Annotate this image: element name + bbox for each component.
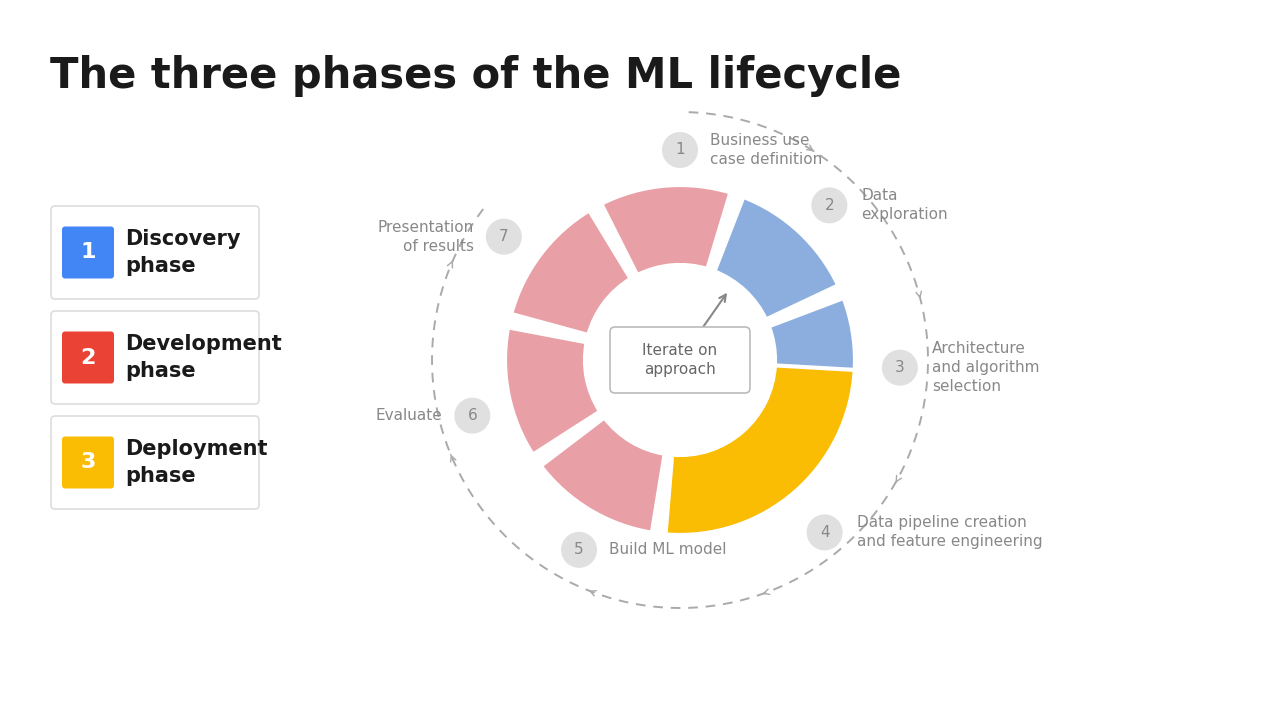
Circle shape: [882, 350, 918, 386]
FancyBboxPatch shape: [51, 311, 259, 404]
Text: Data
exploration: Data exploration: [861, 188, 948, 222]
Text: 3: 3: [895, 360, 905, 375]
FancyBboxPatch shape: [611, 327, 750, 393]
Text: Architecture
and algorithm
selection: Architecture and algorithm selection: [932, 341, 1039, 395]
Wedge shape: [666, 365, 855, 535]
FancyBboxPatch shape: [51, 206, 259, 299]
Circle shape: [806, 514, 842, 550]
Text: 1: 1: [81, 243, 96, 263]
Text: 2: 2: [81, 348, 96, 367]
FancyBboxPatch shape: [61, 227, 114, 279]
Circle shape: [486, 219, 522, 255]
FancyBboxPatch shape: [61, 436, 114, 488]
Text: Build ML model: Build ML model: [609, 542, 727, 557]
Wedge shape: [511, 210, 631, 335]
Text: Presentation
of results: Presentation of results: [378, 220, 474, 253]
Text: 1: 1: [675, 143, 685, 158]
Wedge shape: [506, 328, 600, 454]
Text: Evaluate: Evaluate: [375, 408, 443, 423]
Text: Iterate on
approach: Iterate on approach: [643, 343, 718, 377]
FancyBboxPatch shape: [51, 416, 259, 509]
Text: Data pipeline creation
and feature engineering: Data pipeline creation and feature engin…: [856, 516, 1042, 549]
Circle shape: [812, 187, 847, 223]
Wedge shape: [768, 298, 855, 428]
Text: Business use
case definition: Business use case definition: [710, 133, 822, 167]
Text: The three phases of the ML lifecycle: The three phases of the ML lifecycle: [50, 55, 901, 97]
Wedge shape: [718, 403, 836, 521]
Wedge shape: [714, 197, 838, 320]
Text: 4: 4: [819, 525, 829, 540]
Wedge shape: [540, 418, 664, 533]
Text: Discovery
phase: Discovery phase: [125, 229, 241, 276]
Circle shape: [454, 397, 490, 433]
Circle shape: [561, 532, 596, 568]
Text: Deployment
phase: Deployment phase: [125, 439, 268, 486]
Circle shape: [662, 132, 698, 168]
Text: 3: 3: [81, 452, 96, 472]
Text: Development
phase: Development phase: [125, 334, 282, 381]
Text: 6: 6: [467, 408, 477, 423]
Text: 5: 5: [575, 542, 584, 557]
Text: 2: 2: [824, 198, 835, 213]
Text: 7: 7: [499, 229, 508, 244]
Wedge shape: [602, 185, 731, 275]
FancyBboxPatch shape: [61, 331, 114, 384]
